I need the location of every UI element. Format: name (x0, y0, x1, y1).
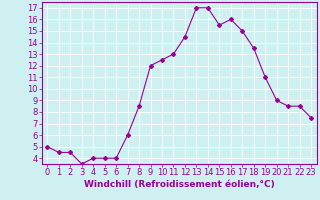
X-axis label: Windchill (Refroidissement éolien,°C): Windchill (Refroidissement éolien,°C) (84, 180, 275, 189)
